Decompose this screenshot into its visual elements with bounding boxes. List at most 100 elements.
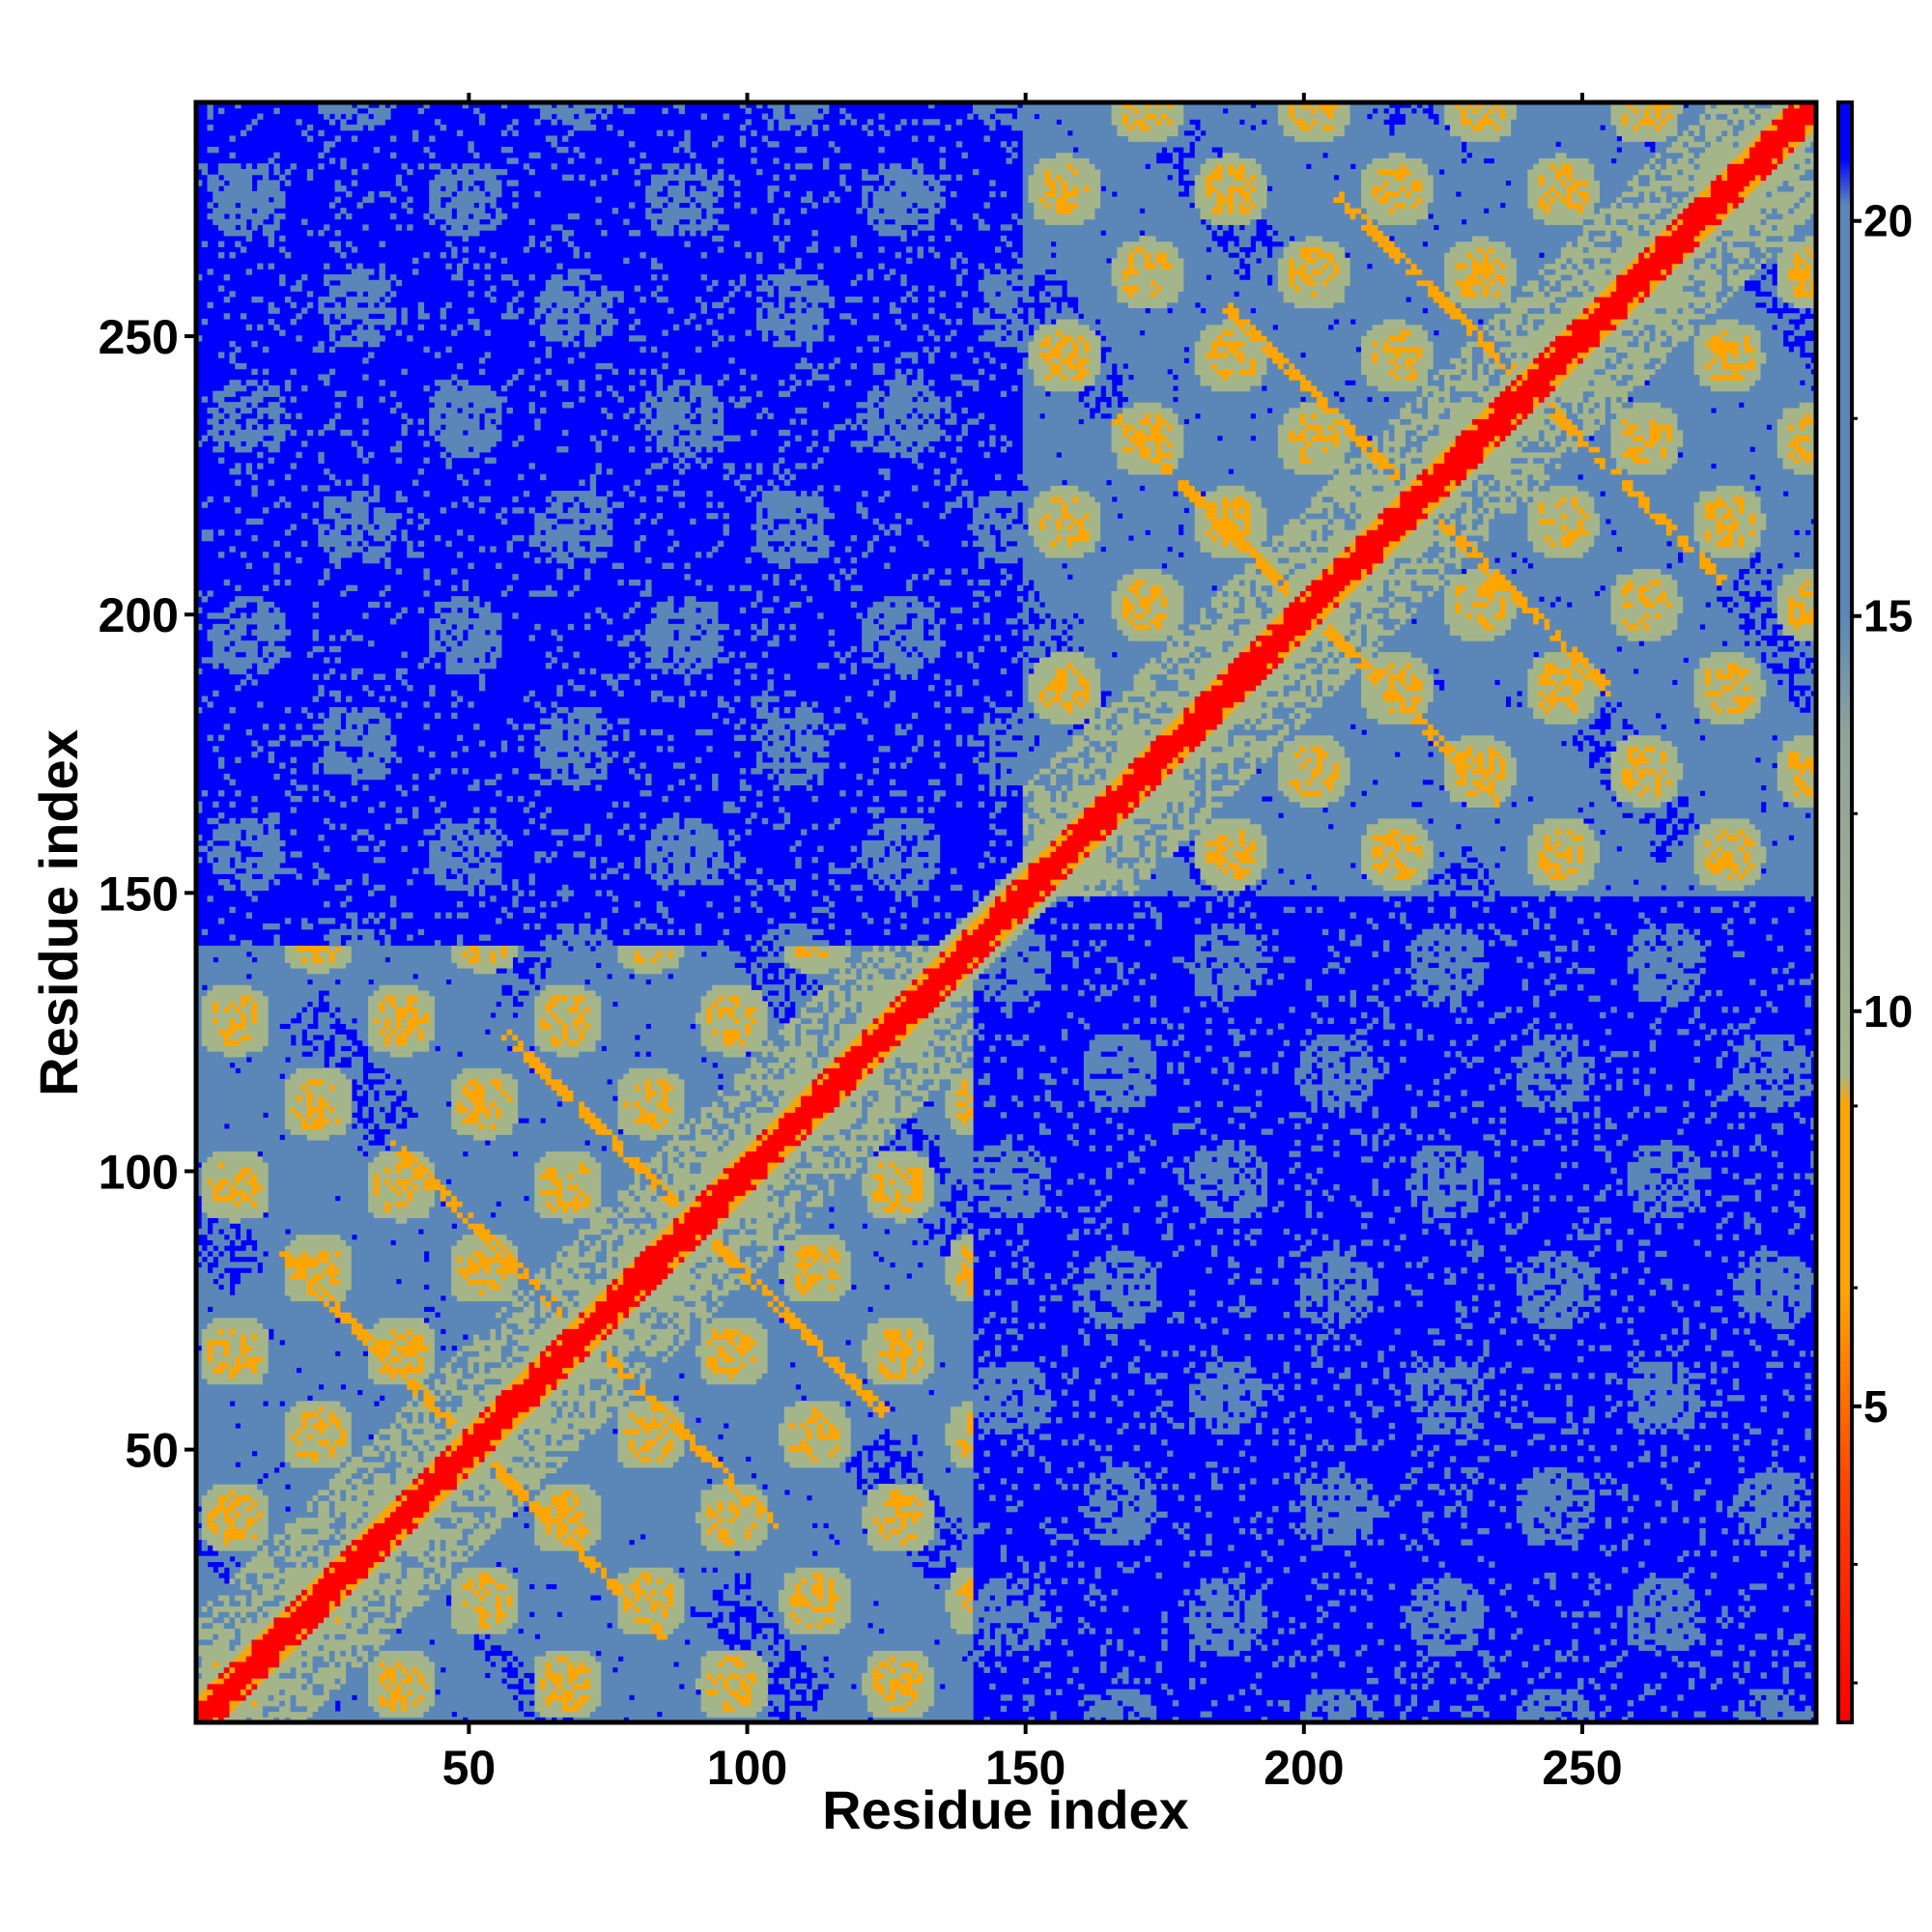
heat-cell — [324, 1294, 330, 1302]
heat-cell — [346, 1322, 353, 1329]
heat-cell — [213, 1039, 219, 1046]
heat-cell — [351, 984, 358, 991]
heat-cell — [306, 1161, 314, 1169]
heat-cell — [262, 1600, 270, 1606]
heat-cell — [201, 1383, 209, 1391]
heat-cell — [201, 534, 209, 542]
heat-cell — [306, 1400, 314, 1407]
heat-cell — [318, 962, 325, 969]
heat-cell — [217, 1466, 225, 1474]
heat-cell — [196, 1306, 203, 1313]
heat-cell — [324, 817, 330, 825]
heat-cell — [207, 1689, 213, 1695]
heat-cell — [290, 1201, 297, 1208]
heat-cell — [318, 1577, 325, 1585]
heat-cell — [318, 1272, 325, 1280]
heat-cell — [324, 1106, 330, 1113]
heat-cell — [273, 1112, 280, 1119]
heat-cell — [235, 829, 242, 836]
heat-cell — [279, 1417, 286, 1424]
heat-cell — [257, 1051, 264, 1058]
heat-cell — [296, 995, 302, 1002]
heat-cell — [217, 734, 225, 742]
heat-cell — [207, 962, 213, 969]
heat-cell — [235, 402, 242, 409]
heat-cell — [334, 1411, 341, 1418]
heat-cell — [196, 835, 203, 841]
heat-cell — [217, 1577, 225, 1585]
heat-cell — [245, 1245, 253, 1252]
heat-cell — [346, 1139, 353, 1147]
heat-cell — [296, 1577, 302, 1585]
heat-cell — [312, 1306, 319, 1313]
heat-cell — [328, 740, 336, 747]
heat-cell — [196, 1256, 203, 1263]
heat-cell — [279, 1373, 286, 1379]
heat-cell — [334, 1456, 341, 1463]
heat-cell — [251, 1007, 258, 1013]
heat-cell — [207, 1583, 213, 1590]
heat-cell — [273, 1034, 280, 1041]
heat-cell — [207, 1605, 213, 1612]
heat-cell — [290, 1278, 297, 1285]
heat-cell — [284, 989, 292, 997]
heat-cell — [340, 163, 347, 170]
heat-cell — [351, 1056, 358, 1064]
heat-cell — [312, 1361, 319, 1369]
heat-cell — [356, 1478, 363, 1485]
heat-cell — [328, 1439, 336, 1446]
heat-cell — [213, 1339, 219, 1347]
heat-cell — [207, 1456, 213, 1463]
heat-cell — [251, 1128, 258, 1135]
heat-cell — [324, 1650, 330, 1657]
heat-cell — [213, 1206, 219, 1213]
heat-cell — [301, 1333, 308, 1341]
heat-cell — [318, 1100, 325, 1108]
heat-cell — [273, 1167, 280, 1175]
heat-cell — [213, 1522, 219, 1529]
heat-cell — [217, 967, 225, 975]
heat-cell — [346, 274, 353, 281]
heat-cell — [207, 1056, 213, 1064]
heat-cell — [318, 1051, 325, 1058]
heat-cell — [245, 1439, 253, 1446]
heat-cell — [284, 951, 292, 958]
heat-cell — [240, 1023, 247, 1030]
heat-cell — [229, 1300, 236, 1307]
heat-cell — [251, 1411, 258, 1418]
heat-cell — [334, 1611, 341, 1618]
heat-cell — [240, 1456, 247, 1463]
heat-cell — [217, 1400, 225, 1407]
heat-cell — [340, 208, 347, 214]
heat-cell — [262, 1223, 270, 1230]
heat-cell — [290, 1294, 297, 1302]
heat-cell — [312, 346, 319, 354]
heat-cell — [318, 129, 325, 137]
heat-cell — [229, 1179, 236, 1185]
heat-cell — [207, 1616, 213, 1624]
heat-cell — [268, 1462, 274, 1468]
heat-cell — [201, 1634, 209, 1640]
heat-cell — [312, 1567, 319, 1574]
heat-cell — [318, 873, 325, 880]
heat-cell — [235, 1583, 242, 1590]
heat-cell — [217, 1001, 225, 1008]
heat-cell — [273, 1589, 280, 1596]
heat-cell — [284, 973, 292, 980]
heat-cell — [262, 1672, 270, 1679]
heat-cell — [340, 340, 347, 348]
heat-cell — [196, 1428, 203, 1435]
heat-cell — [245, 995, 253, 1002]
heat-cell — [324, 107, 330, 115]
heat-cell — [318, 712, 325, 720]
heat-cell — [245, 429, 253, 437]
heat-cell — [201, 1290, 209, 1296]
heat-cell — [284, 967, 292, 975]
heat-cell — [240, 1527, 247, 1535]
heat-cell — [296, 1450, 302, 1457]
heat-cell — [284, 529, 292, 536]
heat-cell — [284, 297, 292, 303]
heat-cell — [318, 1406, 325, 1412]
heat-cell — [257, 263, 264, 270]
heat-cell — [217, 651, 225, 658]
